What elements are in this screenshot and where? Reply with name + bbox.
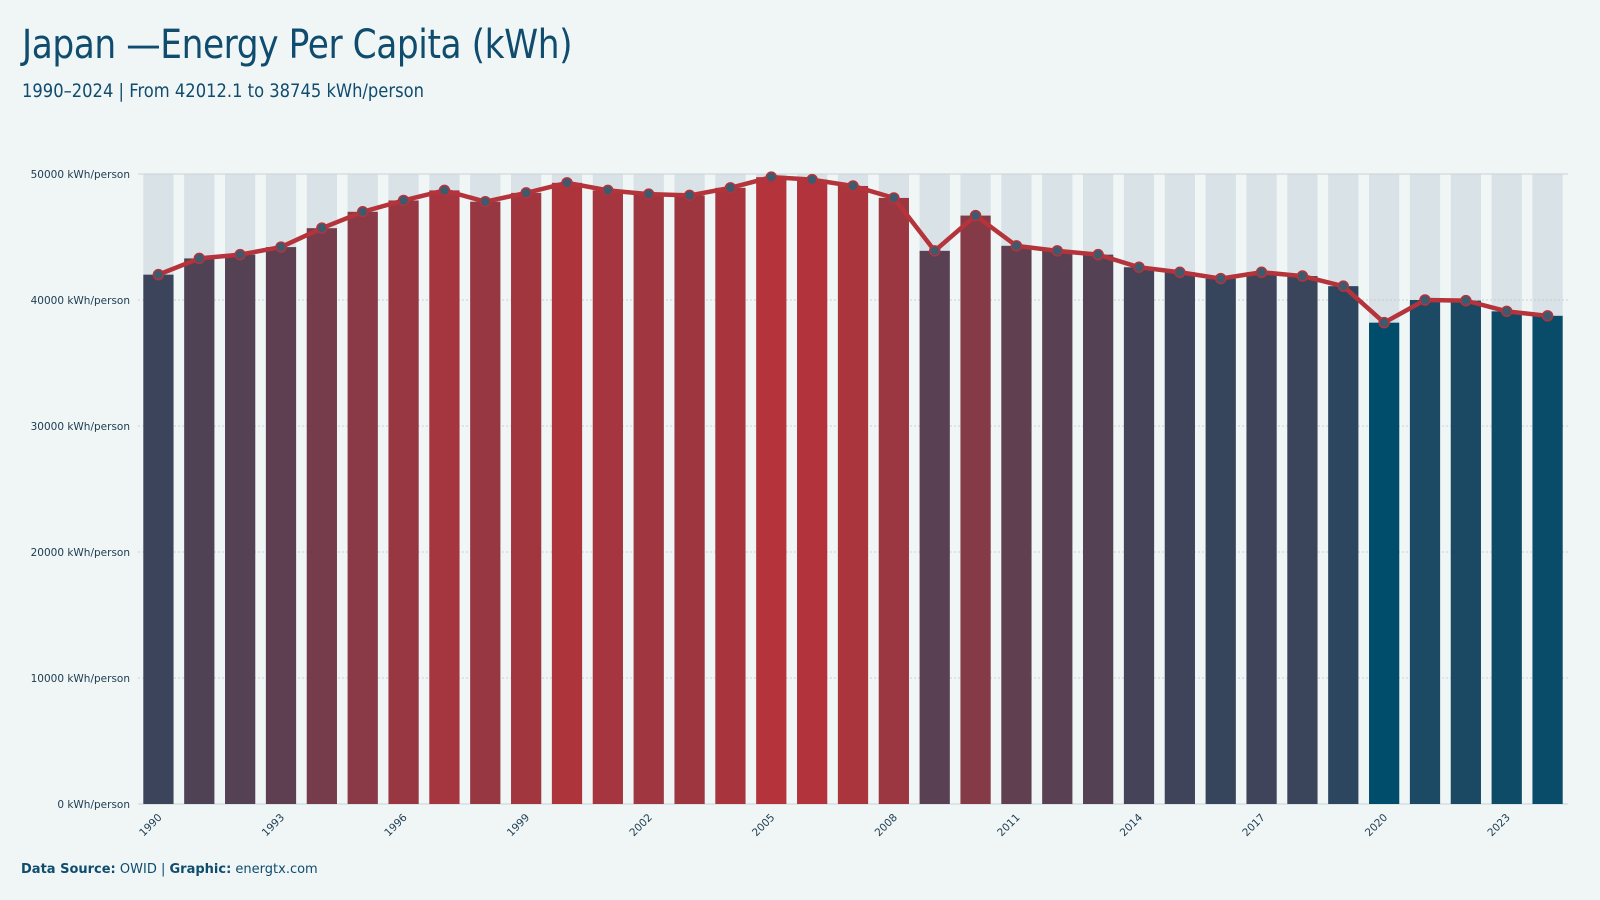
data-point bbox=[1378, 316, 1390, 329]
y-tick-label: 50000 kWh/person bbox=[31, 169, 130, 181]
data-point bbox=[1092, 248, 1104, 261]
bar bbox=[1083, 254, 1114, 804]
data-point bbox=[1133, 261, 1145, 273]
data-source-label: Data Source: bbox=[21, 862, 116, 877]
bar bbox=[715, 187, 746, 805]
bar bbox=[960, 215, 991, 804]
bar bbox=[1287, 276, 1318, 804]
data-point bbox=[1296, 270, 1309, 282]
bar bbox=[1328, 286, 1359, 804]
data-point bbox=[1255, 266, 1268, 279]
bar bbox=[429, 190, 460, 804]
data-point bbox=[847, 180, 859, 192]
data-point bbox=[1419, 294, 1431, 306]
x-tick-label: 1993 bbox=[260, 812, 287, 839]
x-tick-label: 2008 bbox=[873, 812, 900, 839]
x-tick-label: 1996 bbox=[382, 811, 410, 839]
bar bbox=[674, 195, 705, 805]
bar bbox=[225, 254, 256, 804]
bar-line-chart: 0 kWh/person 10000 kWh/person 20000 kWh/pe… bbox=[31, 169, 1568, 839]
data-source-value: OWID | bbox=[119, 862, 166, 877]
bar bbox=[797, 179, 828, 805]
bar bbox=[470, 201, 501, 805]
bar bbox=[1491, 311, 1522, 804]
bar bbox=[919, 250, 950, 805]
data-point bbox=[479, 195, 492, 208]
bar bbox=[1042, 250, 1073, 805]
data-point bbox=[1214, 272, 1227, 285]
bar bbox=[1001, 245, 1032, 804]
bar bbox=[633, 194, 664, 804]
bar bbox=[551, 182, 583, 804]
data-point bbox=[561, 177, 573, 189]
bar bbox=[347, 211, 378, 805]
bar bbox=[1246, 272, 1277, 804]
x-tick-label: 2011 bbox=[995, 812, 1022, 839]
bar bbox=[1205, 278, 1236, 805]
data-point bbox=[724, 182, 737, 194]
data-point bbox=[1010, 240, 1023, 252]
y-tick-label: 30000 kWh/person bbox=[31, 421, 130, 433]
graphic-value: energtx.com bbox=[235, 862, 318, 877]
y-tick-label: 20000 kWh/person bbox=[31, 547, 130, 559]
chart-subtitle: 1990–2024 | From 42012.1 to 38745 kWh/pe… bbox=[22, 80, 424, 102]
x-tick-label: 2020 bbox=[1363, 812, 1390, 839]
data-point bbox=[602, 184, 614, 197]
chart-footer: Data Source: OWID | Graphic: energtx.com bbox=[21, 862, 318, 877]
data-point bbox=[316, 222, 328, 234]
bar bbox=[592, 190, 623, 804]
data-point bbox=[1460, 294, 1472, 307]
data-point bbox=[928, 245, 941, 257]
data-point bbox=[234, 248, 246, 261]
x-tick-label: 2002 bbox=[627, 812, 654, 839]
bar bbox=[1409, 300, 1441, 804]
x-tick-label: 2014 bbox=[1118, 811, 1146, 839]
bar bbox=[388, 200, 419, 804]
bar bbox=[265, 247, 297, 804]
y-tick-label: 0 kWh/person bbox=[57, 799, 130, 811]
data-point bbox=[642, 188, 655, 200]
bar bbox=[511, 192, 542, 804]
bar bbox=[1450, 300, 1481, 804]
x-tick-label: 2023 bbox=[1485, 812, 1512, 839]
bar bbox=[756, 177, 787, 804]
data-point bbox=[1500, 305, 1513, 318]
bar bbox=[1532, 315, 1563, 804]
data-point bbox=[1174, 266, 1186, 279]
bar bbox=[184, 258, 215, 804]
data-point bbox=[806, 173, 818, 186]
data-point bbox=[1541, 310, 1554, 322]
bar bbox=[878, 197, 909, 804]
data-point bbox=[683, 189, 696, 202]
bar bbox=[837, 185, 869, 805]
data-point bbox=[193, 252, 206, 265]
data-point bbox=[765, 171, 778, 183]
graphic-label: Graphic: bbox=[169, 862, 232, 877]
x-tick-label: 1999 bbox=[505, 812, 532, 839]
x-tick-label: 2017 bbox=[1240, 812, 1267, 839]
data-point bbox=[397, 194, 410, 207]
data-point bbox=[356, 206, 369, 218]
bar bbox=[1369, 322, 1400, 804]
bar bbox=[1164, 272, 1195, 804]
bar bbox=[143, 274, 174, 804]
data-point bbox=[275, 241, 287, 253]
data-point bbox=[1337, 280, 1350, 292]
x-tick-label: 2005 bbox=[750, 812, 777, 839]
bar bbox=[306, 228, 337, 804]
chart-title: Japan —Energy Per Capita (kWh) bbox=[22, 22, 573, 68]
x-tick-label: 1990 bbox=[137, 812, 164, 839]
data-point bbox=[969, 209, 982, 222]
y-tick-label: 10000 kWh/person bbox=[31, 673, 130, 685]
data-point bbox=[438, 184, 451, 197]
data-point bbox=[888, 192, 900, 204]
y-tick-label: 40000 kWh/person bbox=[31, 295, 130, 307]
data-point bbox=[1051, 245, 1064, 257]
data-point bbox=[520, 187, 532, 199]
bar bbox=[1123, 267, 1155, 804]
data-point bbox=[152, 268, 165, 281]
